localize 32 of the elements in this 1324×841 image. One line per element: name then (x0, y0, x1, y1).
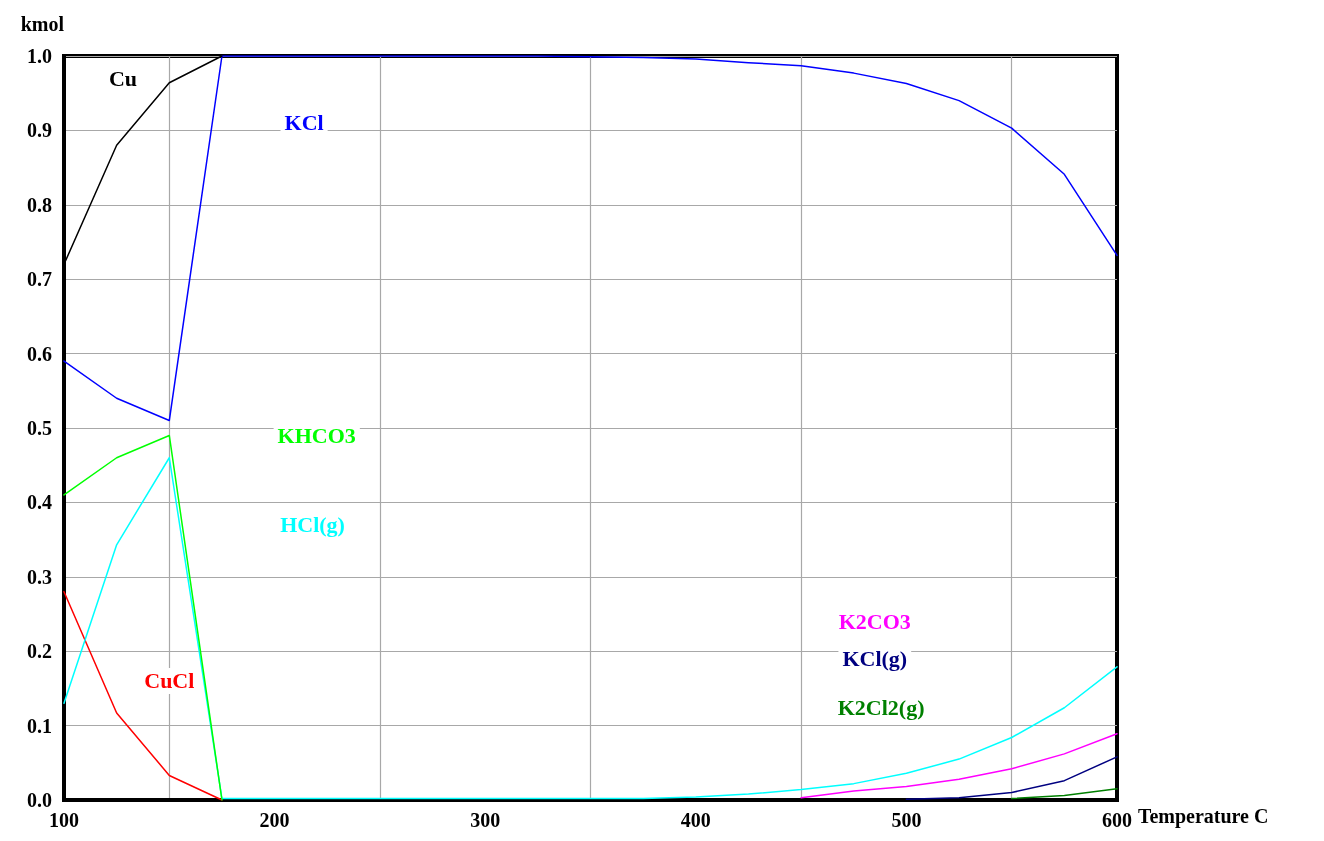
y-tick-label: 0.3 (27, 565, 52, 588)
y-tick-label: 0.4 (27, 491, 52, 514)
line-series (63, 55, 1118, 422)
text: KHCO3 (277, 422, 356, 448)
y-tick-label: 0.2 (27, 640, 52, 663)
line-series (905, 756, 1118, 801)
x-tick-label: 100 (49, 809, 79, 831)
x-tick-label: 400 (680, 809, 711, 831)
line-series (63, 434, 223, 801)
line-series (800, 733, 1118, 799)
y-tick-label: 1.0 (27, 45, 52, 67)
text: K2CO3 (838, 608, 911, 634)
x-tick-label: 300 (470, 809, 501, 831)
series-label: Cu (108, 65, 138, 91)
line-series (63, 590, 223, 801)
text: K2Cl2(g) (837, 694, 925, 720)
x-axis-title: Temperature C (1137, 805, 1269, 828)
y-tick-label: 0.6 (27, 342, 52, 365)
series-label: CuCl (144, 668, 195, 694)
x-tick-label: 600 (1102, 809, 1132, 831)
x-tick-label: 200 (259, 809, 290, 831)
text: HCl(g) (280, 512, 345, 538)
x-tick-label: 500 (891, 809, 922, 831)
text: KCl (284, 110, 324, 136)
y-axis-title: kmol (20, 13, 65, 35)
y-tick-label: 0.5 (27, 417, 52, 439)
y-tick-label: 0.8 (27, 193, 52, 216)
y-tick-label: 0.9 (27, 119, 52, 142)
text: KCl(g) (842, 646, 908, 672)
y-tick-label: 0.1 (27, 714, 52, 737)
y-tick-label: 0.7 (27, 268, 52, 291)
y-tick-label: 0.0 (27, 789, 52, 811)
